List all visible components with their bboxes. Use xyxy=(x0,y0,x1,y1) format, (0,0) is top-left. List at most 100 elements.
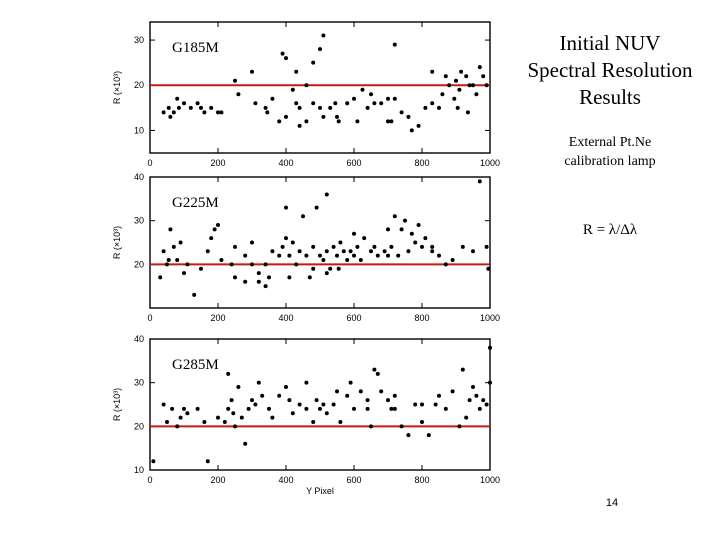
data-point xyxy=(413,240,418,245)
data-point xyxy=(477,65,482,70)
data-point xyxy=(443,406,448,411)
data-point xyxy=(243,253,248,258)
x-tick-label: 400 xyxy=(278,475,293,485)
data-point xyxy=(365,398,370,403)
data-point xyxy=(175,96,180,101)
data-point xyxy=(219,257,224,262)
data-point xyxy=(328,266,333,271)
grating-label: G285M xyxy=(172,357,219,373)
data-point xyxy=(182,406,186,411)
data-point xyxy=(182,271,186,276)
data-point xyxy=(195,101,200,106)
data-point xyxy=(297,123,302,128)
data-point xyxy=(307,275,312,280)
data-point xyxy=(318,253,322,258)
data-point xyxy=(222,419,227,424)
data-point xyxy=(212,227,217,232)
data-point xyxy=(464,415,469,420)
data-point xyxy=(375,253,380,258)
x-tick-label: 200 xyxy=(210,313,225,323)
y-tick-label: 30 xyxy=(134,216,144,226)
data-point xyxy=(450,389,455,394)
data-point xyxy=(270,249,275,254)
y-axis-label: R (×10³) xyxy=(112,388,122,421)
data-point xyxy=(229,262,234,267)
data-point xyxy=(454,78,458,83)
data-point xyxy=(443,74,448,79)
x-tick-label: 800 xyxy=(414,158,429,168)
data-point xyxy=(484,244,489,249)
data-point xyxy=(481,74,486,79)
data-point xyxy=(205,249,210,254)
data-point xyxy=(389,119,394,124)
data-point xyxy=(452,96,457,101)
data-point xyxy=(233,275,237,280)
data-point xyxy=(250,69,254,74)
data-point xyxy=(287,275,292,280)
data-point xyxy=(355,119,360,124)
data-point xyxy=(484,83,489,88)
data-point xyxy=(369,249,373,254)
x-tick-label: 400 xyxy=(278,158,293,168)
data-point xyxy=(338,240,343,245)
data-point xyxy=(236,385,241,390)
data-point xyxy=(277,253,282,258)
data-point xyxy=(386,398,390,403)
data-point xyxy=(304,253,309,258)
data-point xyxy=(314,398,319,403)
data-point xyxy=(171,244,176,249)
x-tick-label: 1000 xyxy=(480,158,500,168)
data-point xyxy=(161,249,166,254)
y-tick-label: 10 xyxy=(134,465,144,475)
data-point xyxy=(420,402,424,407)
data-point xyxy=(331,402,336,407)
data-point xyxy=(460,367,465,372)
data-point xyxy=(287,253,292,258)
data-point xyxy=(338,419,343,424)
x-tick-label: 600 xyxy=(346,313,361,323)
data-point xyxy=(185,411,190,416)
data-point xyxy=(321,402,326,407)
data-point xyxy=(336,266,341,271)
x-tick-label: 1000 xyxy=(480,475,500,485)
data-point xyxy=(336,119,341,124)
data-point xyxy=(284,236,288,241)
data-point xyxy=(239,415,244,420)
data-point xyxy=(360,87,365,92)
data-point xyxy=(352,406,356,411)
data-point xyxy=(392,42,397,47)
x-tick-label: 600 xyxy=(346,475,361,485)
data-point xyxy=(263,262,268,267)
data-point xyxy=(348,380,353,385)
data-point xyxy=(358,389,363,394)
data-point xyxy=(409,231,414,236)
data-point xyxy=(437,393,441,398)
data-point xyxy=(267,406,271,411)
data-point xyxy=(455,105,460,110)
plot-frame xyxy=(149,176,491,309)
y-axis-label: R (×10³) xyxy=(112,226,122,259)
data-point xyxy=(199,266,203,271)
data-point xyxy=(243,441,248,446)
data-point xyxy=(231,411,236,416)
data-point xyxy=(488,345,492,350)
data-point xyxy=(216,223,220,228)
data-point xyxy=(460,244,465,249)
data-point xyxy=(335,253,339,258)
data-point xyxy=(202,419,207,424)
data-point xyxy=(284,56,288,61)
data-point xyxy=(294,101,299,106)
y-tick-label: 20 xyxy=(134,80,144,90)
data-point xyxy=(440,92,445,97)
data-point xyxy=(471,385,475,390)
data-point xyxy=(284,114,288,119)
data-point xyxy=(465,110,470,115)
data-point xyxy=(345,101,350,106)
data-point xyxy=(420,419,424,424)
data-point xyxy=(386,119,390,124)
data-point xyxy=(297,105,302,110)
resolution-formula: R = λ/Δλ xyxy=(582,222,638,238)
data-point xyxy=(328,105,333,110)
plot-frame xyxy=(149,338,491,471)
data-point xyxy=(205,459,210,464)
